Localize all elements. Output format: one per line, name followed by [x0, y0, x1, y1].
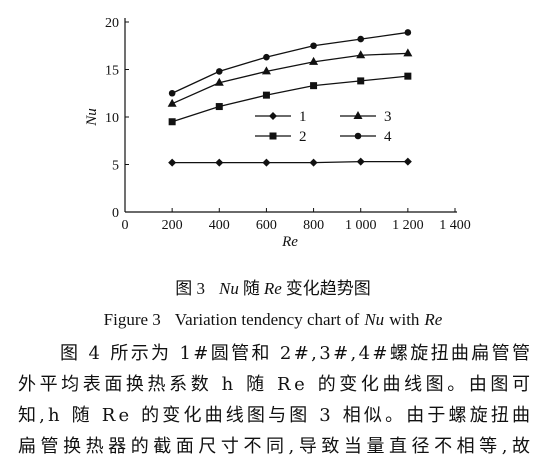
marker: [310, 42, 317, 50]
paragraph-line: 扁管换热器的截面尺寸不同,导致当量直径不相等,故: [18, 436, 530, 457]
marker: [168, 89, 176, 97]
legend-marker: [269, 132, 277, 140]
marker: [356, 50, 366, 59]
legend-label: 4: [384, 129, 392, 145]
paragraph-line: 知,h 随 Re 的变化曲线图与图 3 相似。由于螺旋扭曲: [18, 405, 530, 426]
caption-part: 随: [243, 279, 260, 298]
caption-part: Re: [423, 310, 442, 329]
series-line: [172, 161, 408, 164]
marker: [168, 118, 176, 126]
marker: [403, 48, 413, 57]
marker: [357, 77, 365, 85]
marker: [215, 68, 223, 75]
legend-marker: [269, 112, 277, 120]
marker: [168, 158, 177, 167]
paragraph-line: 外平均表面换热系数 h 随 Re 的变化曲线图。由图可: [18, 374, 530, 395]
caption-part: Variation tendency chart of: [175, 310, 360, 329]
caption-part: 变化趋势图: [286, 279, 371, 298]
marker: [261, 66, 271, 75]
series-line: [171, 52, 408, 105]
x-tick-label: 0: [122, 218, 129, 233]
caption-part: 图 3: [175, 279, 205, 298]
y-tick-label: 10: [105, 111, 119, 126]
x-tick-label: 800: [303, 218, 324, 233]
y-tick-label: 0: [112, 206, 119, 221]
marker: [262, 91, 270, 99]
y-tick-label: 5: [112, 159, 119, 174]
caption-part: Nu: [218, 279, 239, 298]
marker: [263, 53, 270, 61]
caption-part: with: [389, 310, 420, 329]
x-tick-label: 600: [256, 218, 277, 233]
marker: [167, 98, 177, 107]
marker: [309, 56, 319, 65]
marker: [403, 157, 412, 166]
caption-cn: 图 3 Nu 随 Re 变化趋势图: [175, 279, 371, 298]
y-axis-label: Nu: [84, 108, 100, 127]
marker: [215, 103, 223, 111]
x-axis-label: Re: [281, 234, 298, 250]
marker: [404, 29, 412, 36]
y-tick-label: 15: [105, 64, 119, 79]
series-line: [171, 31, 408, 94]
series-line: [171, 75, 408, 123]
x-tick-label: 1 200: [392, 218, 424, 233]
marker: [357, 35, 365, 43]
legend-marker: [354, 132, 362, 140]
x-tick-label: 1 000: [345, 218, 377, 233]
y-tick-label: 20: [105, 16, 119, 31]
x-tick-label: 1 400: [439, 218, 471, 233]
marker: [404, 72, 412, 80]
caption-part: Figure 3: [104, 310, 161, 329]
x-tick-label: 200: [162, 218, 183, 233]
marker: [310, 82, 318, 90]
marker: [215, 158, 224, 167]
caption-en: Figure 3 Variation tendency chart of Nu wit…: [104, 310, 443, 329]
marker: [309, 158, 318, 167]
marker: [356, 157, 365, 166]
legend-marker: [353, 111, 363, 119]
marker: [214, 77, 224, 86]
paragraph-line: 图 4 所示为 1#圆管和 2#,3#,4#螺旋扭曲扁管管: [60, 343, 530, 364]
x-tick-label: 400: [209, 218, 230, 233]
caption-part: Nu: [363, 310, 384, 329]
legend-label: 2: [299, 129, 307, 145]
marker: [262, 158, 271, 167]
caption-part: Re: [263, 279, 282, 298]
legend-label: 3: [384, 109, 392, 125]
legend-label: 1: [299, 109, 307, 125]
